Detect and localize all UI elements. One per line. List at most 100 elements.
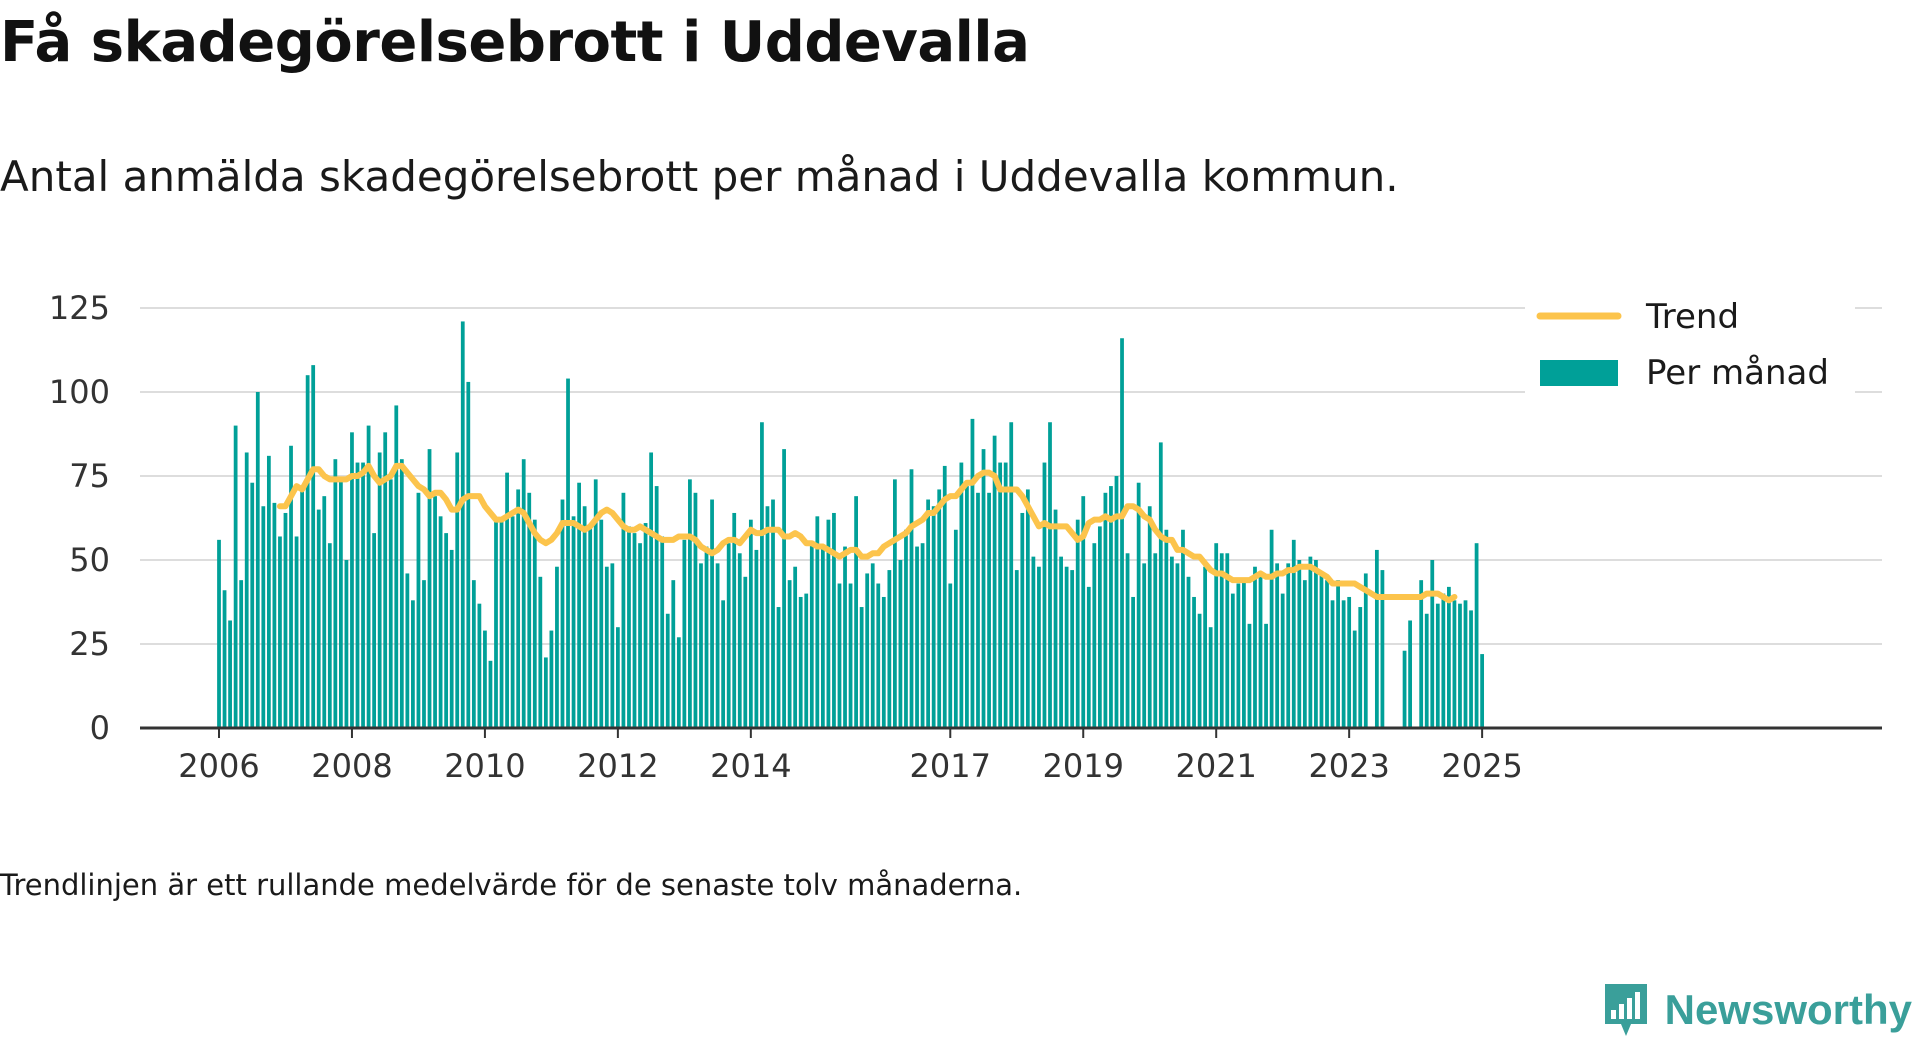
x-tick-label: 2017 [910,747,991,785]
bar [826,519,831,728]
bar [643,523,648,728]
bar [1097,526,1102,728]
bar [1025,489,1030,728]
bar [948,583,953,728]
bar [915,546,919,728]
bar [721,600,726,728]
bar [394,405,399,728]
bar [654,486,659,728]
bar [815,516,820,728]
bar [1236,583,1241,728]
bar [760,422,764,728]
bar [1225,553,1230,728]
x-tick-label: 2012 [577,747,658,785]
bar [942,465,947,728]
bar [388,479,393,728]
bar [344,560,349,728]
bar [521,459,526,728]
bar [1447,586,1451,728]
bar [837,583,842,728]
bar [549,630,554,728]
bar [499,519,504,728]
bar [926,499,931,728]
x-tick-label: 2006 [178,747,259,785]
bar [294,536,299,728]
bar [366,425,371,728]
bar [1142,563,1147,728]
bar [715,563,720,728]
bar [1419,580,1424,728]
bar [488,660,493,728]
bar [222,590,227,728]
bar [577,482,581,728]
bar [931,506,936,728]
bar [1059,556,1063,728]
bar [1014,570,1019,728]
legend-trend-label: Trend [1645,297,1739,337]
bar [1247,623,1252,728]
bar [1070,570,1075,728]
bar [1230,593,1235,728]
bar [377,452,382,728]
bar [571,516,576,728]
bar [566,378,570,728]
x-tick-label: 2023 [1308,747,1389,785]
y-axis-ticks: 0 25 50 75 100 125 [49,289,110,747]
bar [427,449,432,728]
bar [688,479,692,728]
bar [1003,462,1008,728]
bar [1020,512,1025,728]
trend-line [276,462,1458,604]
bar [776,607,781,728]
bar [1086,586,1091,728]
bar [1242,580,1246,728]
bar [1358,607,1363,728]
bar [1474,543,1479,728]
bar [233,425,238,728]
bar [809,543,814,728]
bar [588,526,593,728]
bar [1336,580,1340,728]
bar [893,479,897,728]
bar [350,432,354,728]
bar [1009,422,1014,728]
bar [1031,556,1036,728]
bar [1374,549,1379,728]
bar [1197,613,1202,728]
bar [372,533,377,728]
bar [300,489,304,728]
bar [555,566,559,728]
bar [937,489,942,728]
bar [494,519,498,728]
bar [1291,539,1296,728]
y-tick-label: 0 [90,709,110,747]
bar [876,583,881,728]
bar [1208,627,1213,728]
bar [610,563,615,728]
bar [322,496,327,728]
bar [455,452,460,728]
bar [239,580,244,728]
bar [987,492,991,728]
bar [1075,519,1080,728]
bar [582,506,587,728]
bar [981,449,986,728]
bar [283,512,288,728]
bar [1325,580,1329,728]
bar [1219,553,1224,728]
bar [1214,543,1219,728]
bar [460,321,465,728]
bar [627,526,631,728]
bar [1048,422,1052,728]
legend-bar-swatch [1540,360,1618,386]
brand-logo: Newsworthy [1601,980,1912,1040]
bar [1053,509,1058,728]
bar [593,479,598,728]
footnote: Trendlinjen är ett rullande medelvärde f… [0,868,1023,902]
bar [527,492,532,728]
bar [471,580,476,728]
bar [682,539,687,728]
bar [765,506,770,728]
legend-bar-label: Per månad [1646,353,1829,393]
bar [1380,570,1385,728]
